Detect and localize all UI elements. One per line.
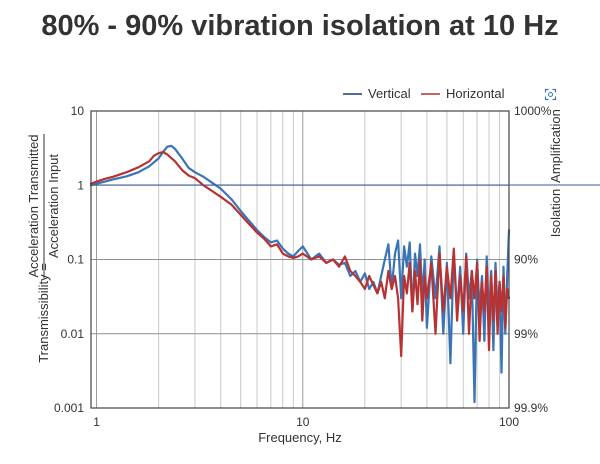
legend: Vertical Horizontal — [343, 86, 505, 101]
y-axis-prefix: Transmissibility = — [36, 263, 51, 363]
y-axis-numerator: Acceleration Transmitted — [26, 134, 41, 277]
y-tick-label: 1 — [77, 178, 84, 192]
y-tick-label: 0.001 — [54, 401, 84, 415]
y-tick-label: 0.1 — [67, 253, 84, 267]
right-tick-label: 99% — [514, 327, 538, 341]
expand-icon[interactable] — [544, 88, 557, 101]
series-layer — [89, 144, 511, 404]
y-tick-label: 0.01 — [61, 327, 85, 341]
right-tick-label: 1000% — [514, 104, 552, 118]
y-axis-denominator: Acceleration Input — [46, 154, 61, 258]
amplification-label: Amplification — [548, 109, 563, 183]
x-tick-label: 1 — [93, 415, 100, 429]
right-tick-label: 99.9% — [514, 401, 548, 415]
right-tick-label: 90% — [514, 253, 538, 267]
legend-label-vertical: Vertical — [368, 86, 411, 101]
plot-frame — [90, 110, 510, 409]
x-axis-title: Frequency, Hz — [258, 430, 342, 445]
y-axis-title: Transmissibility = Acceleration Transmit… — [26, 134, 61, 363]
legend-label-horizontal: Horizontal — [446, 86, 505, 101]
series-line-horizontal — [89, 150, 511, 358]
x-tick-label: 10 — [296, 415, 310, 429]
isolation-label: Isolation — [548, 189, 563, 237]
chart-title: 80% - 90% vibration isolation at 10 Hz — [41, 10, 559, 42]
x-tick-label: 100 — [499, 415, 519, 429]
ticks: 1 10 100 10 1 0.1 0.01 0.001 1000% 90% 99% 99.9% — [54, 104, 552, 429]
y-tick-label: 10 — [71, 104, 85, 118]
